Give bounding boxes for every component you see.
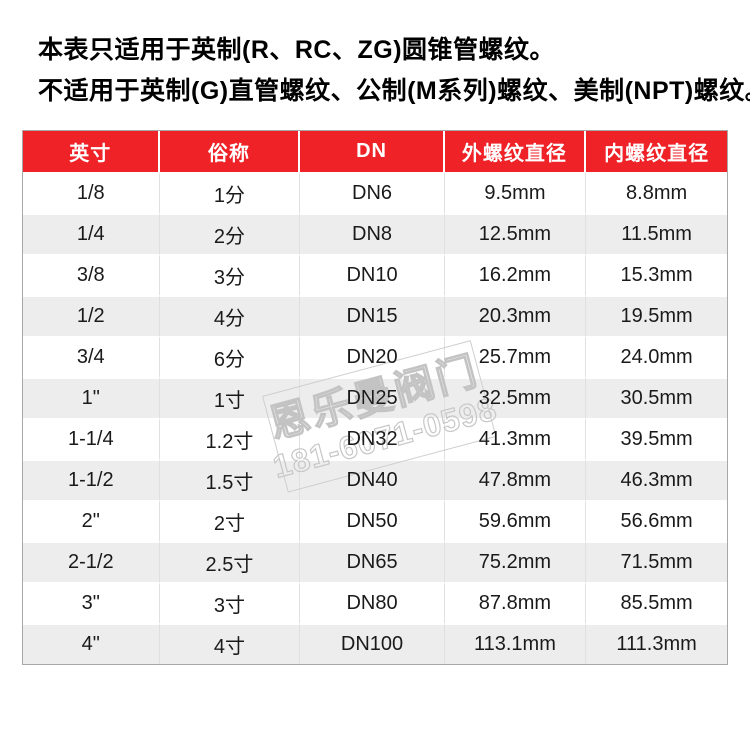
table-cell: DN32 [300, 418, 445, 459]
table-cell: 6分 [159, 336, 301, 377]
table-cell: 32.5mm [444, 377, 587, 418]
thread-size-table: 英寸 俗称 DN 外螺纹直径 内螺纹直径 1/8 1分 DN6 9.5mm 8.8mm 1… [22, 130, 728, 665]
table-cell: DN20 [300, 336, 445, 377]
table-row: 3/8 3分 DN10 16.2mm 15.3mm [23, 254, 727, 295]
intro-note: 本表只适用于英制(R、RC、ZG)圆锥管螺纹。 不适用于英制(G)直管螺纹、公制… [38, 30, 750, 112]
header-cell-dn: DN [300, 131, 445, 172]
table-cell: DN15 [300, 295, 445, 336]
table-cell: 2分 [159, 213, 301, 254]
table-cell: 1/2 [23, 295, 160, 336]
table-cell: 3" [23, 582, 160, 623]
table-cell: 2-1/2 [23, 541, 160, 582]
table-cell: 47.8mm [444, 459, 587, 500]
table-cell: 59.6mm [444, 500, 587, 541]
table-cell: 111.3mm [586, 623, 727, 664]
table-cell: DN80 [300, 582, 445, 623]
table-cell: 30.5mm [586, 377, 727, 418]
table-cell: DN100 [300, 623, 445, 664]
intro-line-1: 本表只适用于英制(R、RC、ZG)圆锥管螺纹。 [38, 36, 556, 64]
table-cell: 85.5mm [586, 582, 727, 623]
table-cell: 3寸 [159, 582, 301, 623]
table-cell: DN65 [300, 541, 445, 582]
table-cell: 9.5mm [444, 172, 587, 213]
table-row: 3/4 6分 DN20 25.7mm 24.0mm [23, 336, 727, 377]
table-row: 2-1/2 2.5寸 DN65 75.2mm 71.5mm [23, 541, 727, 582]
table-body: 1/8 1分 DN6 9.5mm 8.8mm 1/4 2分 DN8 12.5mm 11.5mm 3/… [23, 172, 727, 664]
table-cell: 25.7mm [444, 336, 587, 377]
table-cell: 12.5mm [444, 213, 587, 254]
intro-line-2: 不适用于英制(G)直管螺纹、公制(M系列)螺纹、美制(NPT)螺纹。 [38, 77, 750, 105]
table-row: 2" 2寸 DN50 59.6mm 56.6mm [23, 500, 727, 541]
table-cell: 2寸 [159, 500, 301, 541]
table-cell: 3/8 [23, 254, 160, 295]
table-cell: 20.3mm [444, 295, 587, 336]
table-row: 1" 1寸 DN25 32.5mm 30.5mm [23, 377, 727, 418]
table-cell: 2.5寸 [159, 541, 301, 582]
table-row: 1/8 1分 DN6 9.5mm 8.8mm [23, 172, 727, 213]
table-cell: 4" [23, 623, 160, 664]
table-cell: 71.5mm [586, 541, 727, 582]
table-cell: 46.3mm [586, 459, 727, 500]
table-cell: 1寸 [159, 377, 301, 418]
table-cell: DN40 [300, 459, 445, 500]
table-header-row: 英寸 俗称 DN 外螺纹直径 内螺纹直径 [23, 131, 727, 172]
table-cell: 19.5mm [586, 295, 727, 336]
table-cell: 15.3mm [586, 254, 727, 295]
table-row: 4" 4寸 DN100 113.1mm 111.3mm [23, 623, 727, 664]
table-cell: 113.1mm [444, 623, 587, 664]
table-cell: 2" [23, 500, 160, 541]
table-cell: 24.0mm [586, 336, 727, 377]
table-cell: 4寸 [159, 623, 301, 664]
table-cell: 11.5mm [586, 213, 727, 254]
table-cell: DN6 [300, 172, 445, 213]
table-cell: 87.8mm [444, 582, 587, 623]
table-cell: 41.3mm [444, 418, 587, 459]
table-row: 3" 3寸 DN80 87.8mm 85.5mm [23, 582, 727, 623]
table-cell: 1/4 [23, 213, 160, 254]
table-row: 1/4 2分 DN8 12.5mm 11.5mm [23, 213, 727, 254]
table-cell: 1.5寸 [159, 459, 301, 500]
table-cell: DN8 [300, 213, 445, 254]
table-cell: 75.2mm [444, 541, 587, 582]
table-cell: 39.5mm [586, 418, 727, 459]
table-cell: 1.2寸 [159, 418, 301, 459]
table-row: 1-1/2 1.5寸 DN40 47.8mm 46.3mm [23, 459, 727, 500]
table-cell: 1" [23, 377, 160, 418]
table-cell: 1分 [159, 172, 301, 213]
table-row: 1/2 4分 DN15 20.3mm 19.5mm [23, 295, 727, 336]
table-row: 1-1/4 1.2寸 DN32 41.3mm 39.5mm [23, 418, 727, 459]
header-cell-inner-diameter: 内螺纹直径 [586, 131, 727, 172]
header-cell-inch: 英寸 [23, 131, 160, 172]
table-cell: DN25 [300, 377, 445, 418]
table-cell: 16.2mm [444, 254, 587, 295]
header-cell-outer-diameter: 外螺纹直径 [444, 131, 587, 172]
table-cell: 4分 [159, 295, 301, 336]
table-cell: DN50 [300, 500, 445, 541]
table-cell: 56.6mm [586, 500, 727, 541]
table-cell: DN10 [300, 254, 445, 295]
header-cell-alias: 俗称 [159, 131, 301, 172]
table-cell: 1-1/4 [23, 418, 160, 459]
table-cell: 8.8mm [586, 172, 727, 213]
table-cell: 1/8 [23, 172, 160, 213]
table-cell: 3/4 [23, 336, 160, 377]
table-cell: 1-1/2 [23, 459, 160, 500]
table-cell: 3分 [159, 254, 301, 295]
